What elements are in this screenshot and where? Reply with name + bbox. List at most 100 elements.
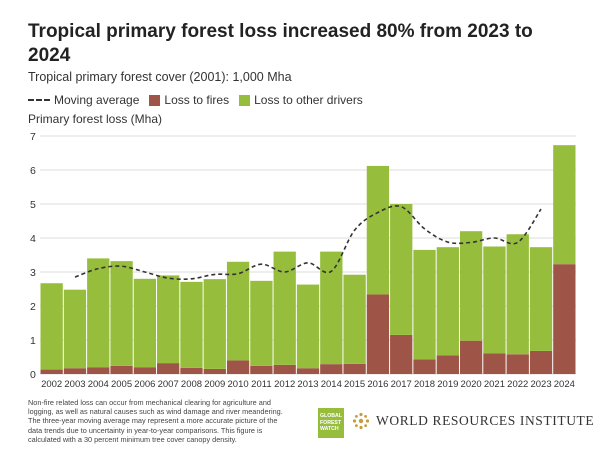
y-tick-label: 3 — [30, 267, 36, 279]
stacked-bar-chart: 0 1 2 3 4 5 6 7 2002 2003 2004 2005 2006 2007 2008 2009… — [30, 131, 576, 390]
bar-fires — [273, 364, 296, 374]
x-tick-label: 2021 — [484, 379, 505, 390]
global-forest-watch-logo: GLOBAL FOREST WATCH — [318, 408, 344, 438]
bar-other-drivers — [296, 284, 320, 369]
bar-fires — [459, 340, 483, 374]
bar-other-drivers — [366, 165, 390, 295]
x-tick-label: 2019 — [437, 379, 458, 390]
x-tick-label: 2010 — [228, 379, 249, 390]
x-tick-label: 2015 — [344, 379, 365, 390]
y-tick-label: 6 — [30, 165, 36, 177]
bar-other-drivers — [320, 251, 343, 365]
legend-swatch-other-drivers — [239, 94, 251, 106]
x-tick-label: 2020 — [461, 379, 482, 390]
legend-label-fires: Loss to fires — [164, 93, 230, 107]
bar-fires — [87, 367, 110, 374]
y-tick-label: 4 — [30, 233, 36, 245]
x-tick-label: 2018 — [414, 379, 435, 390]
bar-fires — [40, 369, 63, 374]
x-tick-label: 2014 — [321, 379, 342, 390]
bar-fires — [320, 364, 343, 374]
y-tick-label: 2 — [30, 301, 36, 313]
bar-fires — [506, 354, 529, 374]
legend-label-moving-average: Moving average — [54, 93, 140, 107]
x-tick-label: 2003 — [64, 379, 85, 390]
moving-average-line — [74, 205, 542, 280]
y-tick-label: 7 — [30, 131, 36, 143]
bar-fires — [553, 264, 576, 374]
x-tick-label: 2017 — [391, 379, 412, 390]
footnote: Non-fire related loss can occur from mec… — [28, 398, 283, 444]
bar-other-drivers — [110, 261, 133, 366]
wri-logo: WORLD RESOURCES INSTITUTE — [352, 412, 594, 430]
bar-other-drivers — [133, 278, 157, 368]
x-tick-label: 2002 — [41, 379, 62, 390]
legend-item-other-drivers: Loss to other drivers — [239, 93, 363, 107]
bar-other-drivers — [40, 283, 63, 370]
y-tick-label: 5 — [30, 199, 36, 211]
bar-fires — [226, 360, 250, 374]
x-tick-label: 2024 — [554, 379, 575, 390]
bar-other-drivers — [436, 247, 459, 356]
bar-other-drivers — [87, 258, 110, 368]
bar-other-drivers — [273, 251, 296, 365]
bar-fires — [390, 334, 413, 374]
x-tick-label: 2011 — [251, 379, 271, 390]
legend-label-other-drivers: Loss to other drivers — [254, 93, 363, 107]
x-tick-label: 2004 — [88, 379, 109, 390]
x-tick-label: 2013 — [297, 379, 318, 390]
gfw-logo-line: WATCH — [320, 426, 339, 433]
bar-fires — [529, 350, 553, 374]
x-tick-label: 2008 — [181, 379, 202, 390]
bar-other-drivers — [63, 289, 87, 369]
bar-other-drivers — [506, 234, 529, 355]
bar-fires — [133, 367, 157, 374]
x-tick-label: 2006 — [134, 379, 155, 390]
x-tick-label: 2009 — [204, 379, 225, 390]
bar-fires — [250, 365, 273, 374]
bar-other-drivers — [483, 246, 506, 354]
gfw-logo-line: FOREST — [320, 419, 342, 426]
x-tick-label: 2023 — [530, 379, 551, 390]
wri-emblem-icon — [352, 412, 370, 430]
legend-swatch-fires — [149, 94, 161, 106]
x-tick-label: 2016 — [367, 379, 388, 390]
bar-other-drivers — [459, 231, 483, 341]
chart-title: Tropical primary forest loss increased 8… — [28, 21, 533, 66]
bar-other-drivers — [529, 247, 553, 351]
bar-fires — [436, 355, 459, 374]
bar-other-drivers — [413, 249, 436, 360]
bar-fires — [296, 368, 320, 374]
chart-subtitle: Tropical primary forest cover (2001): 1,… — [28, 70, 292, 84]
y-tick-label: 1 — [30, 335, 36, 347]
legend-item-moving-average: Moving average — [28, 93, 139, 107]
bar-fires — [157, 363, 180, 374]
gfw-logo-line: GLOBAL — [320, 413, 342, 420]
bar-fires — [366, 294, 390, 374]
y-tick-label: 0 — [30, 369, 36, 381]
bar-fires — [203, 368, 226, 374]
legend: Moving average Loss to fires Loss to oth… — [28, 93, 373, 107]
bar-fires — [63, 368, 87, 374]
x-tick-label: 2007 — [158, 379, 179, 390]
legend-item-fires: Loss to fires — [149, 93, 229, 107]
bar-fires — [110, 365, 133, 374]
bar-fires — [483, 353, 506, 374]
bar-other-drivers — [553, 145, 576, 265]
bar-other-drivers — [180, 281, 203, 368]
bar-other-drivers — [203, 279, 226, 369]
x-tick-label: 2005 — [111, 379, 132, 390]
bar-other-drivers — [390, 204, 413, 335]
wri-name: WORLD RESOURCES INSTITUTE — [376, 413, 595, 428]
y-axis-label: Primary forest loss (Mha) — [28, 112, 163, 126]
bar-fires — [343, 363, 366, 374]
bar-other-drivers — [250, 280, 273, 366]
bar-other-drivers — [157, 275, 180, 364]
legend-dash-line — [28, 99, 50, 101]
x-tick-label: 2012 — [274, 379, 295, 390]
bar-fires — [413, 359, 436, 374]
x-tick-label: 2022 — [507, 379, 528, 390]
bar-fires — [180, 367, 203, 374]
bar-other-drivers — [226, 261, 250, 361]
bar-other-drivers — [343, 274, 366, 364]
